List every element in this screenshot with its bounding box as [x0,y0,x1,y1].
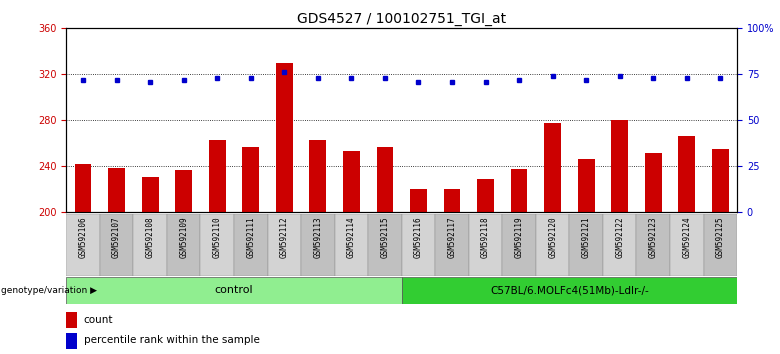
Text: count: count [83,315,113,325]
Bar [603,214,636,276]
Text: GSM592122: GSM592122 [615,217,624,258]
Bar [243,147,259,212]
Bar [301,214,335,276]
Text: GSM592111: GSM592111 [246,217,255,258]
Bar [636,214,670,276]
Text: GSM592110: GSM592110 [213,217,222,258]
Bar [612,120,628,212]
Bar [66,277,402,304]
Bar [335,214,368,276]
Text: GSM592125: GSM592125 [716,217,725,258]
Bar [75,164,91,212]
Bar [133,214,167,276]
Bar [276,63,292,212]
Text: control: control [215,285,254,296]
Bar [200,214,234,276]
Text: GSM592124: GSM592124 [682,217,691,258]
Text: GSM592121: GSM592121 [582,217,590,258]
Text: percentile rank within the sample: percentile rank within the sample [83,335,260,346]
Text: GSM592113: GSM592113 [314,217,322,258]
Text: GSM592119: GSM592119 [515,217,523,258]
Text: C57BL/6.MOLFc4(51Mb)-Ldlr-/-: C57BL/6.MOLFc4(51Mb)-Ldlr-/- [490,285,649,296]
Text: GSM592120: GSM592120 [548,217,557,258]
Text: GSM592109: GSM592109 [179,217,188,258]
Text: GSM592115: GSM592115 [381,217,389,258]
Bar [578,159,594,212]
Bar [142,177,158,212]
Bar [176,170,192,212]
Bar [167,214,200,276]
Bar [343,152,360,212]
Bar [100,214,133,276]
Bar [435,214,469,276]
Bar [310,140,326,212]
Bar [444,189,460,212]
Text: GSM592118: GSM592118 [481,217,490,258]
Text: GSM592112: GSM592112 [280,217,289,258]
Bar [66,214,100,276]
Bar [704,214,737,276]
Bar [477,179,494,212]
Bar [268,214,301,276]
Text: genotype/variation ▶: genotype/variation ▶ [1,286,97,295]
Text: GSM592114: GSM592114 [347,217,356,258]
Bar [66,312,77,328]
Text: GSM592107: GSM592107 [112,217,121,258]
Bar [569,214,603,276]
Bar [679,136,695,212]
Text: GSM592117: GSM592117 [448,217,456,258]
Bar [209,140,225,212]
Bar [511,169,527,212]
Bar [410,189,427,212]
Bar [645,153,661,212]
Bar [502,214,536,276]
Title: GDS4527 / 100102751_TGI_at: GDS4527 / 100102751_TGI_at [297,12,506,26]
Bar [377,147,393,212]
Bar [108,167,125,212]
Bar [670,214,704,276]
Text: GSM592106: GSM592106 [79,217,87,258]
Bar [234,214,268,276]
Bar [536,214,569,276]
Bar [469,214,502,276]
Bar [368,214,402,276]
Bar [712,149,729,212]
Text: GSM592123: GSM592123 [649,217,658,258]
Bar [402,214,435,276]
Text: GSM592108: GSM592108 [146,217,154,258]
Bar [402,277,737,304]
Text: GSM592116: GSM592116 [414,217,423,258]
Bar [544,123,561,212]
Bar [66,333,77,349]
